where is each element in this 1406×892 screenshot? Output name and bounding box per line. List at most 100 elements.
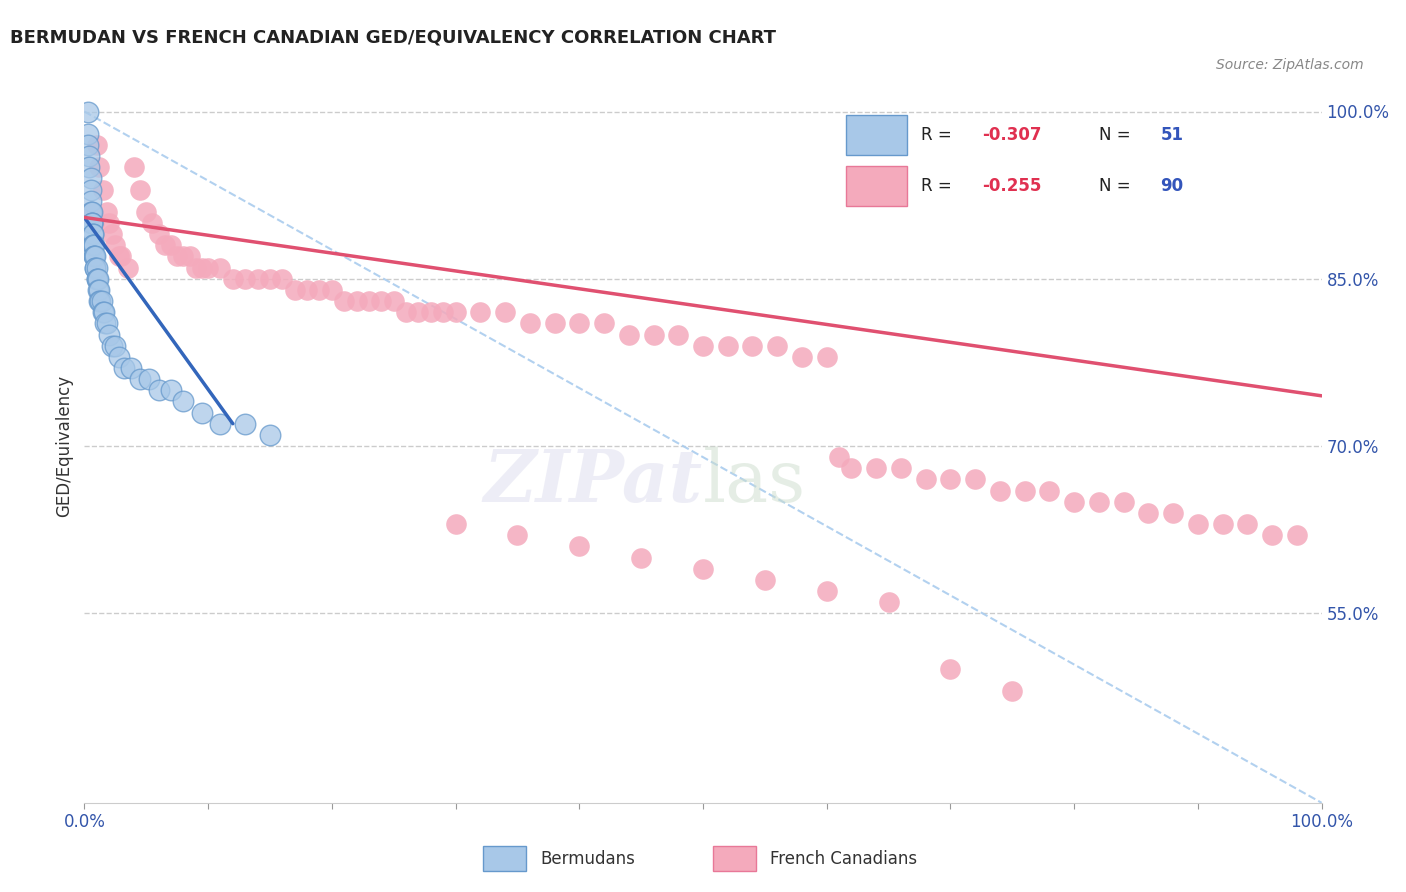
- Point: [1187, 516, 1209, 531]
- Point: [444, 305, 467, 319]
- Point: [295, 283, 318, 297]
- Point: [96, 204, 118, 219]
- Point: [87, 271, 110, 285]
- Point: [593, 316, 616, 330]
- Point: [83, 250, 105, 264]
- Point: [1001, 684, 1024, 698]
- Point: [82, 227, 104, 241]
- Point: [77, 104, 100, 119]
- Point: [1261, 528, 1284, 542]
- Text: -0.307: -0.307: [981, 126, 1042, 144]
- Point: [914, 472, 936, 486]
- Point: [617, 327, 640, 342]
- Point: [91, 305, 114, 319]
- FancyBboxPatch shape: [484, 847, 526, 871]
- Point: [79, 182, 101, 196]
- Text: 51: 51: [1160, 126, 1184, 144]
- Point: [191, 406, 214, 420]
- Point: [1285, 528, 1308, 542]
- Text: N =: N =: [1099, 126, 1136, 144]
- Point: [184, 260, 207, 275]
- Point: [79, 194, 101, 208]
- Point: [444, 516, 467, 531]
- Point: [80, 204, 103, 219]
- Y-axis label: GED/Equivalency: GED/Equivalency: [55, 375, 73, 517]
- Point: [84, 250, 107, 264]
- Point: [370, 294, 392, 309]
- Point: [630, 550, 652, 565]
- Point: [815, 350, 838, 364]
- Point: [1063, 494, 1085, 508]
- Text: French Canadians: French Canadians: [770, 849, 917, 868]
- Point: [160, 384, 183, 398]
- Point: [408, 305, 430, 319]
- Point: [148, 384, 170, 398]
- Text: ZIPat: ZIPat: [484, 446, 703, 517]
- Point: [1236, 516, 1258, 531]
- Point: [271, 271, 294, 285]
- Point: [191, 260, 214, 275]
- Point: [80, 216, 103, 230]
- Text: N =: N =: [1099, 178, 1136, 195]
- Point: [865, 461, 887, 475]
- Point: [395, 305, 418, 319]
- Point: [841, 461, 863, 475]
- Point: [419, 305, 441, 319]
- Point: [83, 250, 105, 264]
- Text: 90: 90: [1160, 178, 1184, 195]
- Point: [346, 294, 368, 309]
- Point: [692, 562, 714, 576]
- Point: [108, 350, 131, 364]
- Point: [790, 350, 813, 364]
- Point: [233, 417, 256, 431]
- Point: [1112, 494, 1135, 508]
- Text: BERMUDAN VS FRENCH CANADIAN GED/EQUIVALENCY CORRELATION CHART: BERMUDAN VS FRENCH CANADIAN GED/EQUIVALE…: [10, 29, 776, 46]
- Point: [84, 260, 107, 275]
- Point: [470, 305, 492, 319]
- Point: [129, 182, 152, 196]
- Point: [122, 161, 145, 175]
- Point: [259, 271, 281, 285]
- Text: -0.255: -0.255: [981, 178, 1042, 195]
- Point: [94, 316, 117, 330]
- Point: [766, 338, 789, 352]
- Point: [988, 483, 1011, 498]
- Point: [197, 260, 219, 275]
- Text: las: las: [703, 446, 806, 517]
- Point: [100, 338, 122, 352]
- Point: [166, 250, 188, 264]
- Point: [120, 360, 142, 375]
- Point: [160, 238, 183, 252]
- Point: [382, 294, 405, 309]
- Point: [568, 316, 591, 330]
- Point: [96, 316, 118, 330]
- Point: [82, 238, 104, 252]
- Point: [828, 450, 851, 465]
- Point: [246, 271, 269, 285]
- Point: [110, 250, 132, 264]
- Point: [568, 539, 591, 553]
- Point: [643, 327, 665, 342]
- Point: [86, 138, 108, 153]
- Point: [1137, 506, 1160, 520]
- Point: [79, 171, 101, 186]
- Point: [117, 260, 139, 275]
- Point: [890, 461, 912, 475]
- Point: [83, 238, 105, 252]
- Point: [284, 283, 307, 297]
- Point: [82, 227, 104, 241]
- Point: [79, 161, 101, 175]
- Point: [79, 149, 101, 163]
- Point: [222, 271, 245, 285]
- Point: [89, 283, 111, 297]
- Point: [129, 372, 152, 386]
- Point: [939, 662, 962, 676]
- Point: [939, 472, 962, 486]
- Point: [86, 271, 108, 285]
- Point: [506, 528, 529, 542]
- Point: [108, 250, 131, 264]
- Point: [153, 238, 176, 252]
- Point: [717, 338, 740, 352]
- Text: R =: R =: [921, 126, 956, 144]
- Point: [112, 360, 135, 375]
